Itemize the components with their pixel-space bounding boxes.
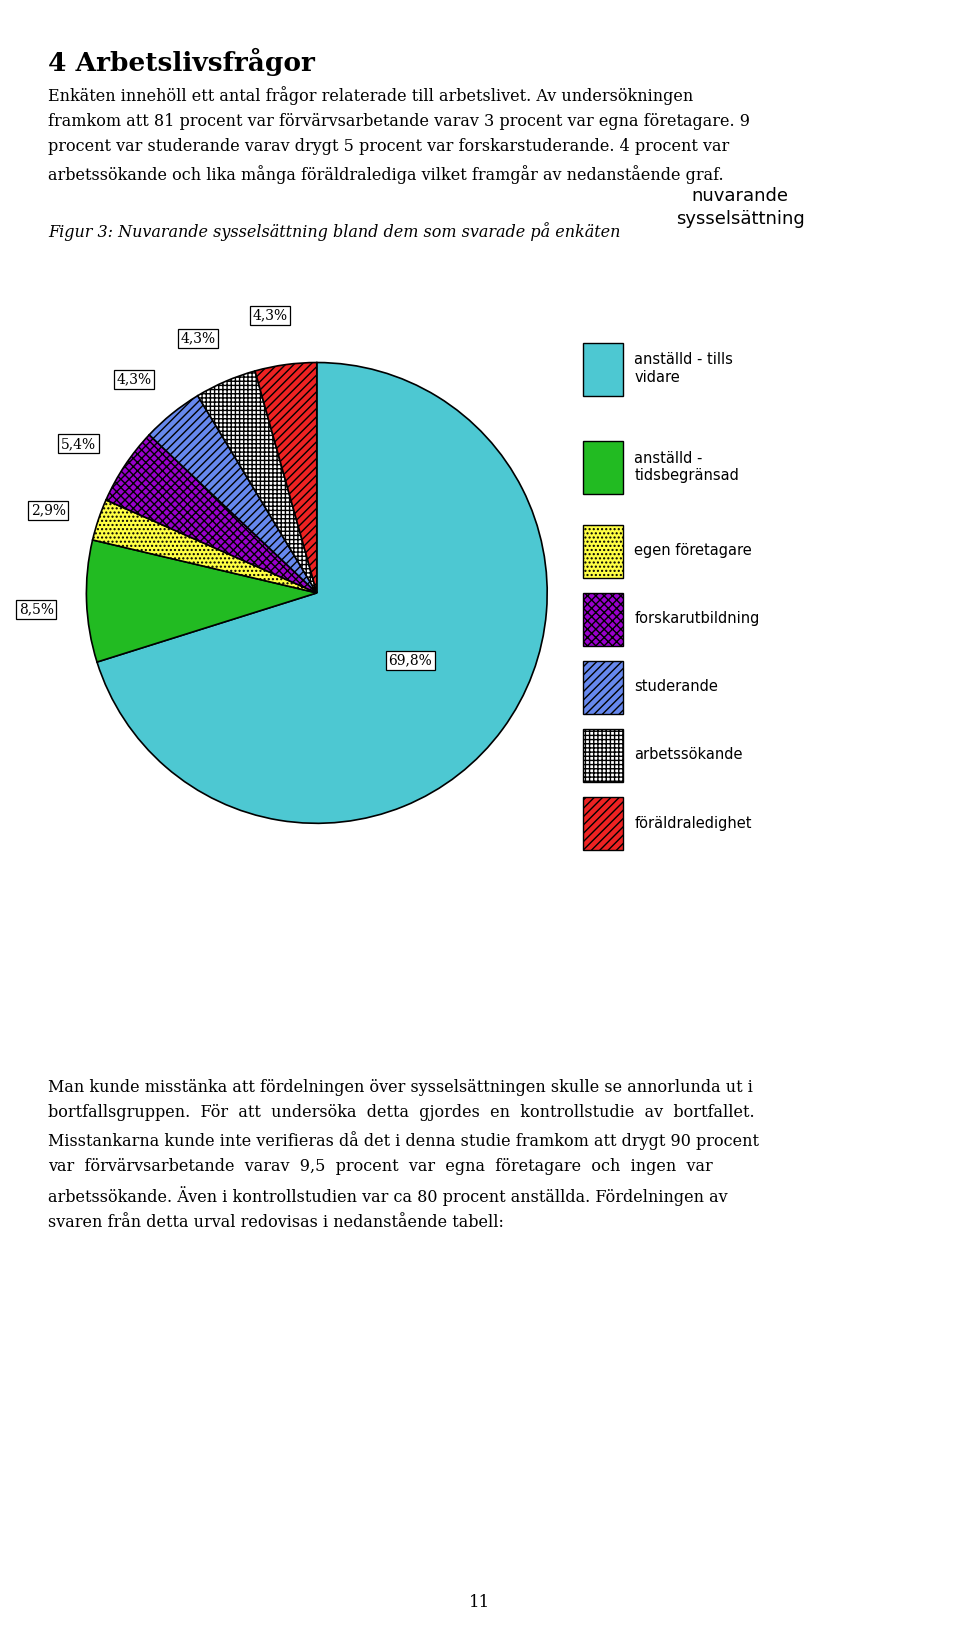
Bar <box>584 524 623 578</box>
Text: 4,3%: 4,3% <box>180 331 215 346</box>
Text: studerande: studerande <box>635 679 718 693</box>
Bar <box>584 343 623 395</box>
Text: arbetssökande: arbetssökande <box>635 748 743 763</box>
Text: anställd -
tidsbegränsad: anställd - tidsbegränsad <box>635 451 739 483</box>
Bar <box>584 441 623 494</box>
Text: Man kunde misstänka att fördelningen över sysselsättningen skulle se annorlunda : Man kunde misstänka att fördelningen öve… <box>48 1079 759 1230</box>
Wedge shape <box>198 371 317 593</box>
Wedge shape <box>86 540 317 662</box>
Bar <box>584 593 623 646</box>
Bar <box>584 730 623 782</box>
Text: 4 Arbetslivsfrågor: 4 Arbetslivsfrågor <box>48 48 315 76</box>
Text: 11: 11 <box>469 1594 491 1611</box>
Text: anställd - tills
vidare: anställd - tills vidare <box>635 352 733 385</box>
Bar <box>584 660 623 715</box>
Text: 5,4%: 5,4% <box>61 436 96 451</box>
Wedge shape <box>97 362 547 824</box>
Wedge shape <box>106 435 317 593</box>
Text: 2,9%: 2,9% <box>31 504 65 517</box>
Text: forskarutbildning: forskarutbildning <box>635 611 759 626</box>
Wedge shape <box>255 362 317 593</box>
Text: 4,3%: 4,3% <box>252 308 288 323</box>
Text: nuvarande
sysselsättning: nuvarande sysselsättning <box>676 188 804 227</box>
Text: Figur 3: Nuvarande sysselsättning bland dem som svarade på enkäten: Figur 3: Nuvarande sysselsättning bland … <box>48 222 620 240</box>
Bar <box>584 797 623 850</box>
Text: 69,8%: 69,8% <box>389 654 432 667</box>
Text: 4,3%: 4,3% <box>117 372 152 385</box>
Wedge shape <box>92 501 317 593</box>
Text: 8,5%: 8,5% <box>18 603 54 616</box>
Wedge shape <box>149 395 317 593</box>
Text: Enkäten innehöll ett antal frågor relaterade till arbetslivet. Av undersökningen: Enkäten innehöll ett antal frågor relate… <box>48 86 750 184</box>
Text: egen företagare: egen företagare <box>635 544 752 558</box>
Text: föräldraledighet: föräldraledighet <box>635 815 752 830</box>
